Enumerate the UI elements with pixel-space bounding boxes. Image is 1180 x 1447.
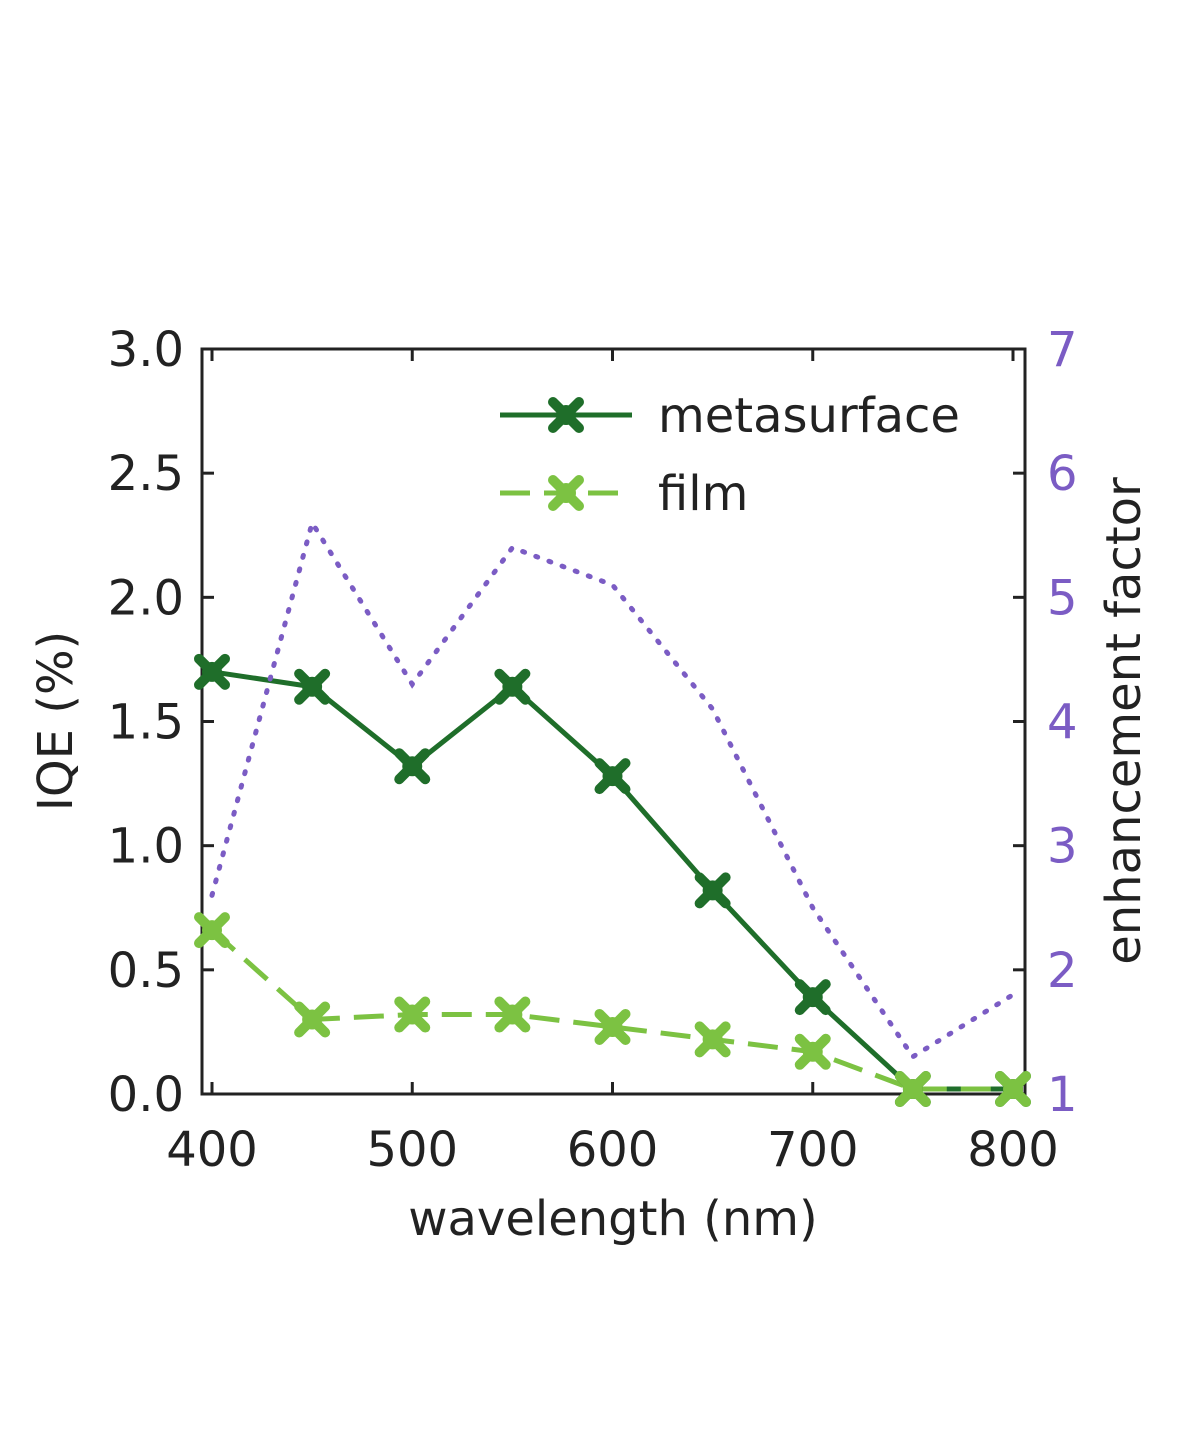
markers-layer <box>194 653 1031 1108</box>
marker-core <box>402 756 423 777</box>
marker-core <box>802 1041 823 1062</box>
metasurface-point <box>394 748 431 785</box>
film-point <box>394 996 431 1033</box>
y2-tick-label: 3 <box>1047 819 1078 875</box>
marker-core <box>802 987 823 1008</box>
plot-frame <box>200 347 1027 1096</box>
film-point <box>995 1071 1031 1108</box>
y-tick-label: 1.0 <box>108 819 184 875</box>
marker-core <box>556 405 576 425</box>
film-point <box>694 1021 731 1058</box>
y2-tick-label: 7 <box>1047 322 1078 378</box>
y-tick-label: 1.5 <box>108 695 184 751</box>
legend-label-film: film <box>658 466 748 522</box>
film-point <box>294 1001 331 1038</box>
metasurface-point <box>494 668 531 705</box>
metasurface-point <box>194 653 230 690</box>
marker-core <box>602 1016 623 1037</box>
x-tick-label: 600 <box>567 1122 659 1178</box>
y-tick-label: 2.0 <box>108 570 184 626</box>
marker-core <box>502 676 523 697</box>
legend-marker-film <box>548 475 584 511</box>
lines-layer <box>209 516 1016 1092</box>
x-axis-label: wavelength (nm) <box>408 1191 818 1247</box>
marker-core <box>302 1009 323 1030</box>
y2-axis-label: enhancement factor <box>1096 477 1152 965</box>
marker-core <box>1003 1079 1023 1100</box>
film-point <box>794 1033 831 1070</box>
y-tick-label: 0.0 <box>108 1067 184 1123</box>
marker-core <box>902 1079 923 1100</box>
x-tick-label: 700 <box>767 1122 859 1178</box>
marker-core <box>556 483 576 503</box>
x-tick-label: 500 <box>366 1122 458 1178</box>
film-point <box>194 912 230 949</box>
y2-tick-label: 2 <box>1047 943 1078 999</box>
enhancement-factor-line <box>209 516 1016 1061</box>
marker-core <box>702 1029 723 1050</box>
film-point <box>494 996 531 1033</box>
y-tick-label: 0.5 <box>108 943 184 999</box>
y-tick-label: 3.0 <box>108 322 184 378</box>
marker-core <box>202 661 222 682</box>
ticks-layer: 400 500 600 700 800 0.0 0.5 1.0 1.5 2.0 2.5 3.0 1 2 3 4… <box>108 322 1078 1178</box>
y-axis-label: IQE (%) <box>28 631 84 812</box>
legend: metasurface film <box>500 388 960 522</box>
film-point <box>894 1071 931 1108</box>
metasurface-point <box>594 758 631 795</box>
y2-tick-label: 1 <box>1047 1067 1078 1123</box>
marker-core <box>202 920 222 941</box>
x-tick-label: 400 <box>166 1122 258 1178</box>
marker-core <box>302 676 323 697</box>
film-point <box>594 1008 631 1045</box>
film-line <box>210 928 1013 1092</box>
marker-core <box>502 1004 523 1025</box>
y2-tick-label: 6 <box>1047 446 1078 502</box>
marker-core <box>402 1004 423 1025</box>
marker-core <box>702 880 723 901</box>
y2-tick-label: 4 <box>1047 695 1078 751</box>
metasurface-point <box>694 872 731 909</box>
metasurface-point <box>294 668 331 705</box>
legend-label-metasurface: metasurface <box>658 388 960 444</box>
x-tick-label: 800 <box>967 1122 1059 1178</box>
marker-core <box>602 766 623 787</box>
y-tick-label: 2.5 <box>108 446 184 502</box>
metasurface-point <box>794 979 831 1016</box>
legend-marker-metasurface <box>548 397 584 433</box>
y2-tick-label: 5 <box>1047 570 1078 626</box>
